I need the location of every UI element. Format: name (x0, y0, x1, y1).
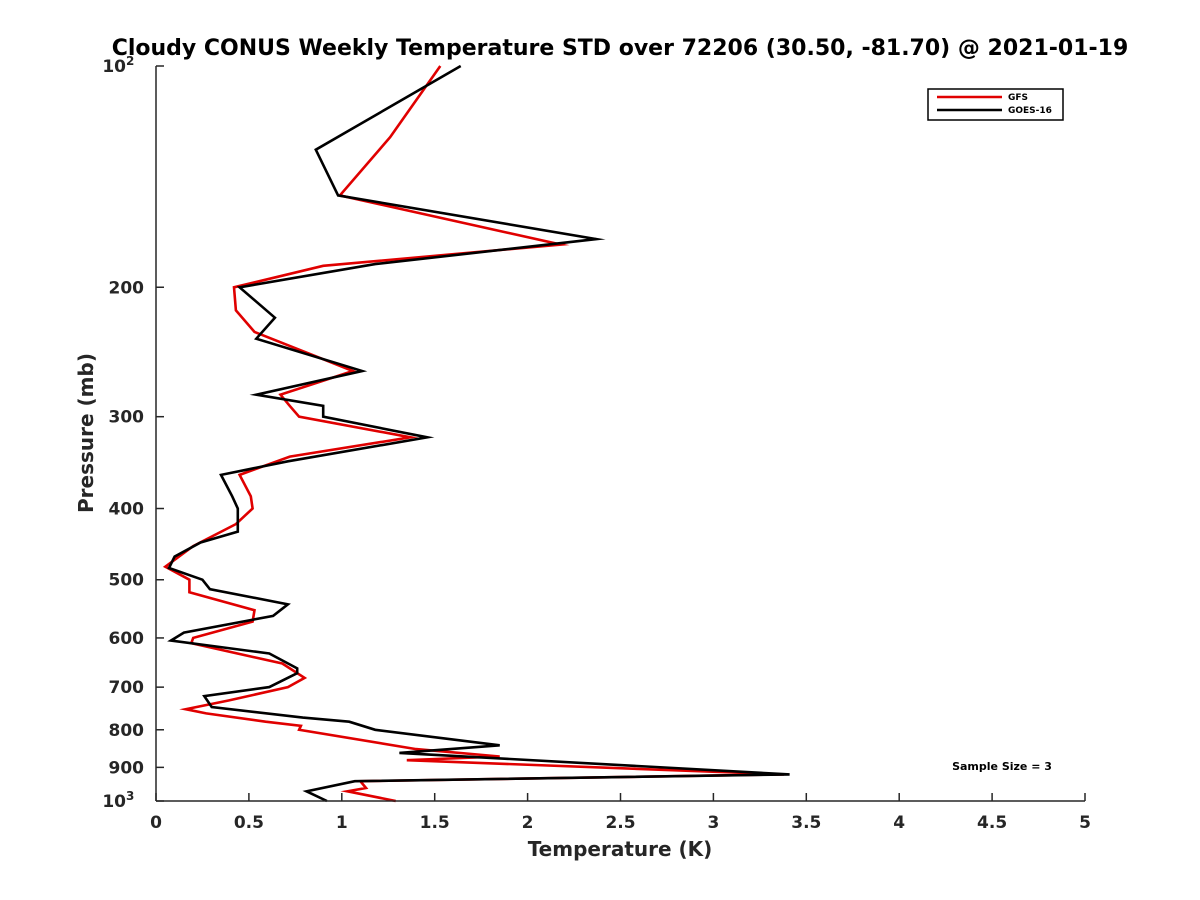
series-layer (162, 64, 790, 803)
y-tick-label: 10 (102, 57, 126, 77)
x-tick-label: 0.5 (234, 813, 264, 833)
y-tick-label: 200 (109, 278, 145, 298)
y-tick-label: 10 (102, 792, 126, 812)
y-tick-exponent: 3 (126, 789, 134, 803)
chart-title: Cloudy CONUS Weekly Temperature STD over… (112, 36, 1129, 61)
y-tick-label: 700 (109, 678, 145, 698)
sample-size-annotation: Sample Size = 3 (952, 760, 1052, 773)
x-tick-label: 3 (707, 813, 719, 833)
x-tick-label: 5 (1079, 813, 1091, 833)
x-axis-label: Temperature (K) (528, 837, 713, 861)
series-line-goes-16 (167, 64, 790, 803)
x-tick-label: 3.5 (791, 813, 821, 833)
x-axis-ticks: 0 0.5 1 1.5 2 2.5 3 3.5 4 4.5 5 (150, 793, 1091, 833)
legend-box (927, 88, 1064, 121)
x-tick-label: 2 (522, 813, 534, 833)
y-tick-label: 500 (109, 571, 145, 591)
x-tick-label: 1.5 (420, 813, 450, 833)
y-tick-label: 300 (109, 408, 145, 428)
y-axis-label: Pressure (mb) (74, 353, 98, 513)
legend-gfs-label: GFS (1008, 93, 1028, 103)
series-line-gfs (162, 65, 785, 803)
x-tick-label: 4.5 (977, 813, 1007, 833)
y-tick-label: 600 (109, 629, 145, 649)
x-tick-label: 4 (893, 813, 905, 833)
y-tick-label: 900 (109, 758, 145, 778)
x-tick-label: 0 (150, 813, 162, 833)
legend-goes16-label: GOES-16 (1008, 106, 1052, 116)
x-tick-label: 2.5 (605, 813, 635, 833)
y-tick-exponent: 2 (126, 54, 134, 68)
y-tick-label: 800 (109, 721, 145, 741)
y-tick-label: 400 (109, 500, 145, 520)
x-tick-label: 1 (336, 813, 348, 833)
legend: GFS GOES-16 (927, 88, 1064, 121)
